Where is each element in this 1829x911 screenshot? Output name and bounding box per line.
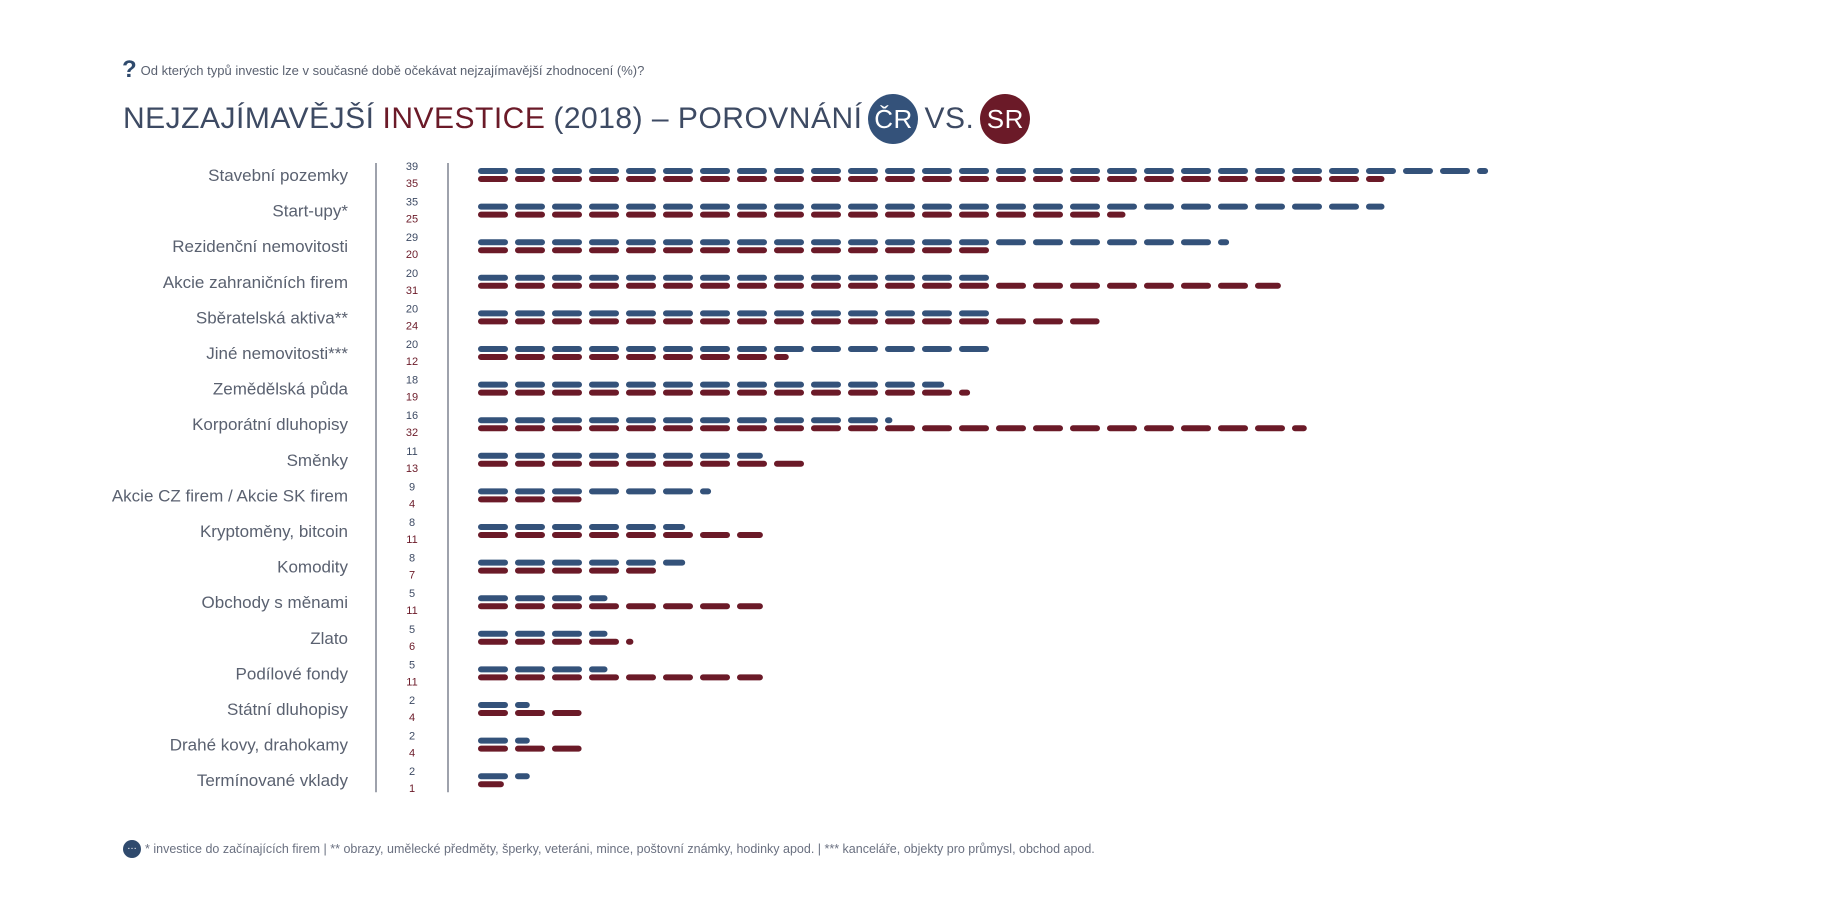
sk-value-label: 12 xyxy=(406,356,418,368)
title-part2: INVESTICE xyxy=(382,102,546,135)
sk-value-label: 24 xyxy=(406,320,418,332)
category-label: Obchody s měnami xyxy=(202,593,348,612)
cz-value-label: 20 xyxy=(406,303,418,315)
cz-value-label: 5 xyxy=(409,588,415,600)
sk-value-label: 13 xyxy=(406,463,418,475)
category-label: Směnky xyxy=(287,451,349,470)
sk-value-label: 1 xyxy=(409,783,415,795)
title-part3: (2018) – POROVNÁNÍ xyxy=(553,102,863,135)
footnote: … * investice do začínajících firem | **… xyxy=(123,840,1095,858)
category-label: Zemědělská půda xyxy=(213,380,349,399)
category-label: Komodity xyxy=(277,558,348,577)
cz-value-label: 39 xyxy=(406,161,418,173)
cz-value-label: 2 xyxy=(409,731,415,743)
sk-value-label: 4 xyxy=(409,712,415,724)
category-label: Start-upy* xyxy=(272,202,348,221)
category-label: Drahé kovy, drahokamy xyxy=(170,736,349,755)
sk-value-label: 25 xyxy=(406,214,418,226)
category-label: Zlato xyxy=(310,629,348,648)
question-text: Od kterých typů investic lze v současné … xyxy=(140,62,645,78)
cz-value-label: 18 xyxy=(406,375,418,387)
sk-value-label: 4 xyxy=(409,498,415,510)
cz-value-label: 35 xyxy=(406,197,418,209)
sk-value-label: 32 xyxy=(406,427,418,439)
cz-value-label: 29 xyxy=(406,232,418,244)
cz-value-label: 5 xyxy=(409,624,415,636)
cz-value-label: 8 xyxy=(409,517,415,529)
sk-value-label: 6 xyxy=(409,641,415,653)
category-label: Podílové fondy xyxy=(236,664,349,683)
sk-value-label: 7 xyxy=(409,570,415,582)
title-part1: NEJZAJÍMAVĚJŠÍ xyxy=(123,102,375,135)
category-label: Stavební pozemky xyxy=(208,166,348,185)
question-header: ? Od kterých typů investic lze v současn… xyxy=(122,56,645,83)
cz-value-label: 11 xyxy=(406,446,417,458)
category-label: Akcie zahraničních firem xyxy=(163,273,348,292)
sk-value-label: 31 xyxy=(406,285,418,297)
category-label: Rezidenční nemovitosti xyxy=(172,237,348,256)
sk-value-label: 35 xyxy=(406,178,418,190)
vs-text: VS. xyxy=(924,102,975,135)
sk-value-label: 11 xyxy=(406,676,417,688)
category-label: Kryptoměny, bitcoin xyxy=(200,522,348,541)
question-mark-icon: ? xyxy=(122,56,137,83)
category-label: Akcie CZ firem / Akcie SK firem xyxy=(112,486,348,505)
badge-cz: ČR xyxy=(868,94,919,144)
page-title: NEJZAJÍMAVĚJŠÍ INVESTICE (2018) – POROVN… xyxy=(123,94,1036,144)
footnote-text: * investice do začínajících firem | ** o… xyxy=(145,842,1095,856)
category-label: Korporátní dluhopisy xyxy=(192,415,348,434)
cz-value-label: 2 xyxy=(409,695,415,707)
category-label: Jiné nemovitosti*** xyxy=(206,344,348,363)
cz-value-label: 8 xyxy=(409,553,415,565)
sk-value-label: 20 xyxy=(406,249,418,261)
cz-value-label: 2 xyxy=(409,766,415,778)
sk-value-label: 19 xyxy=(406,392,418,404)
cz-value-label: 20 xyxy=(406,339,418,351)
sk-value-label: 11 xyxy=(406,605,417,617)
cz-value-label: 9 xyxy=(409,481,415,493)
category-label: Sběratelská aktiva** xyxy=(196,308,349,327)
category-label: Státní dluhopisy xyxy=(227,700,348,719)
cz-value-label: 5 xyxy=(409,659,415,671)
sk-value-label: 11 xyxy=(406,534,417,546)
cz-value-label: 20 xyxy=(406,268,418,280)
cz-value-label: 16 xyxy=(406,410,418,422)
speech-bubble-icon: … xyxy=(123,840,141,858)
badge-sk: SR xyxy=(980,94,1031,144)
category-label: Termínované vklady xyxy=(197,771,349,790)
sk-value-label: 4 xyxy=(409,748,415,760)
